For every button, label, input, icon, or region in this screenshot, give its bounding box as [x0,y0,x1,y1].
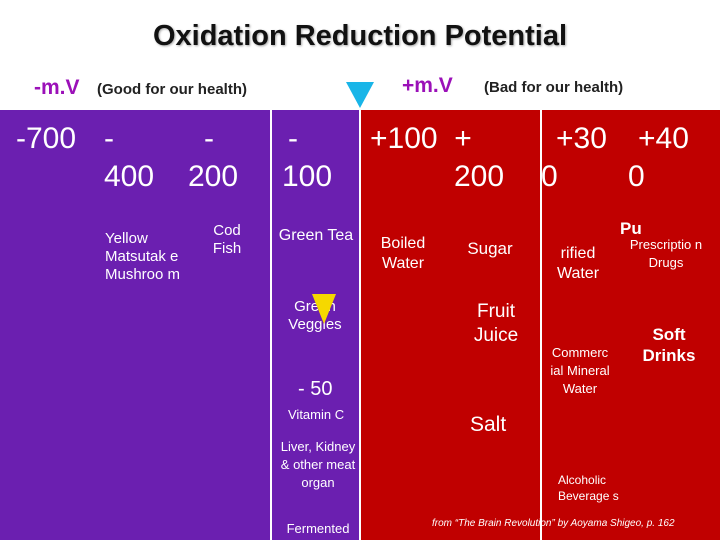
scale-value: - [288,122,298,155]
scale-value: 0 [628,160,645,193]
item-purified-water: rified Water [556,245,600,282]
scale-value: 200 [454,160,505,193]
source-citation: from “The Brain Revolution” by Aoyama Sh… [432,518,675,529]
item-purified-prefix: Pu [620,219,642,238]
item-fermented: Fermented Soybeans [286,521,350,554]
item-boiled-water: Boiled Water [380,235,426,272]
item-minus-50: - 50 [298,378,333,400]
divider [540,110,542,540]
scale-value: - [204,122,214,155]
scale-value: 400 [104,160,155,193]
cyan-triangle-marker-icon [346,82,374,108]
item-alcoholic: Alcoholic Beverage s [558,473,619,503]
item-sugar: Sugar [467,239,513,258]
item-soft-drinks: Soft Drinks [642,325,696,365]
negative-unit-label: -m.V [34,76,80,99]
page-title: Oxidation Reduction Potential [152,20,568,52]
scale-value: 100 [282,160,333,193]
positive-unit-label: +m.V [402,74,453,97]
good-health-note: (Good for our health) [97,81,247,98]
item-salt: Salt [470,413,507,436]
scale-value: +100 + [370,122,472,155]
item-fruit-juice: Fruit Juice [473,301,519,346]
divider [359,110,361,540]
item-prescription-drugs: Prescriptio n Drugs [629,237,703,270]
scale-value: +30 [556,122,607,155]
yellow-triangle-marker-icon [312,294,336,324]
item-vitamin-c: Vitamin C [288,407,345,422]
bad-health-note: (Bad for our health) [484,79,624,96]
reducing-band [0,110,360,540]
item-cod-fish: Cod Fish [212,222,242,257]
divider [270,110,272,540]
item-liver: Liver, Kidney & other meat organ [280,439,356,490]
item-yellow-mushroom: Yellow Matsutak e Mushroo m [105,230,181,283]
scale-value: +40 [638,122,689,155]
item-green-tea: Green Tea [278,227,354,244]
scale-value: - [104,122,114,155]
item-mineral-water: Commerc ial Mineral Water [550,345,610,396]
scale-value: 0 [541,160,558,193]
scale-value: 200 [188,160,239,193]
scale-value: -700 [16,122,77,155]
